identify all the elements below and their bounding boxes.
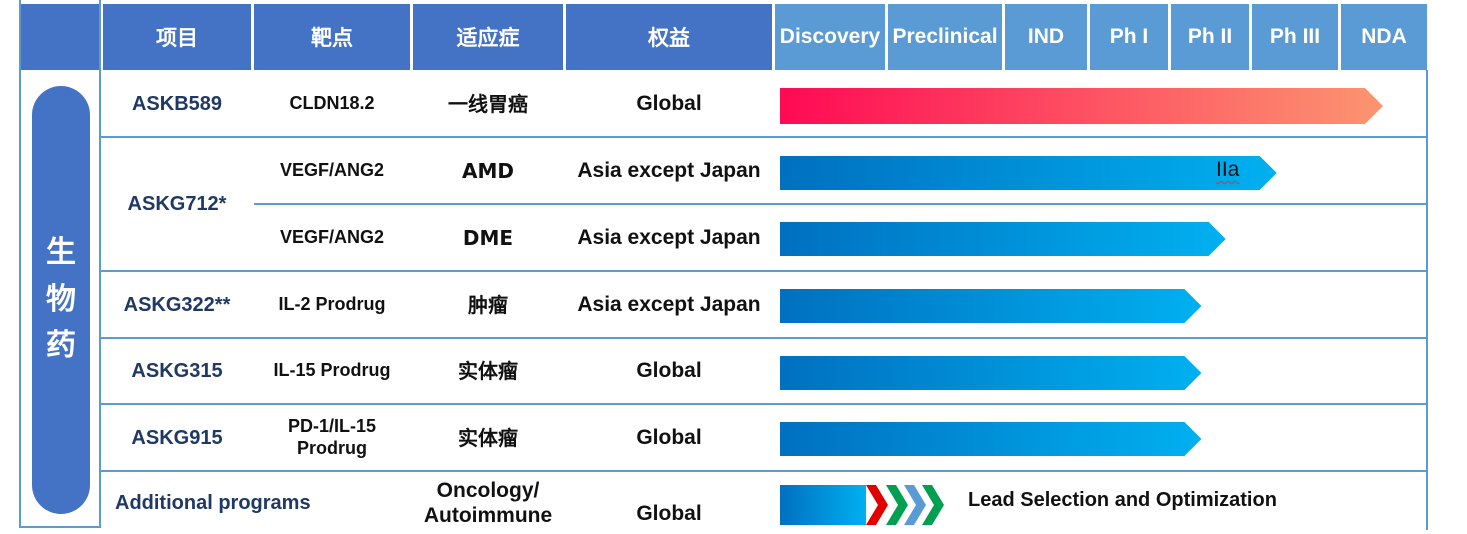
row7-project: Additional programs	[115, 492, 311, 514]
row4-rights: Asia except Japan	[577, 292, 761, 316]
category-border-right	[99, 0, 101, 528]
row5-target: IL-15 Prodrug	[273, 360, 391, 381]
row7-rights: Global	[636, 502, 702, 526]
category-char-1: 生	[46, 235, 76, 271]
chevron-arrow-1	[866, 485, 888, 525]
chevron-arrow-2	[886, 485, 908, 525]
row1-rights: Global	[636, 92, 702, 116]
header-rights: 权益	[566, 4, 772, 70]
row4-project: ASKG322**	[123, 293, 231, 316]
progress-arrow-row-6	[780, 422, 1202, 456]
row7-progress-bar	[780, 485, 944, 525]
row6-progress-bar	[780, 422, 1202, 456]
header-stage-ph1: Ph I	[1090, 4, 1168, 70]
row1-indication: 一线胃癌	[448, 92, 528, 116]
header-stage-discovery: Discovery	[775, 4, 885, 70]
row-divider	[101, 270, 1427, 272]
row-divider	[101, 337, 1427, 339]
progress-arrow-row-1	[780, 88, 1383, 124]
header-stage-ph3: Ph III	[1252, 4, 1338, 70]
chevron-arrow-4	[922, 485, 944, 525]
row3-target: VEGF/ANG2	[279, 226, 385, 247]
row3-progress-bar	[780, 222, 1226, 256]
row5-indication: 实体瘤	[458, 359, 518, 383]
header-corner	[20, 4, 100, 70]
row-divider	[254, 203, 1427, 205]
category-border-left	[19, 0, 21, 528]
category-char-2: 物	[46, 281, 76, 317]
row3-indication: DME	[462, 225, 514, 250]
row5-progress-bar	[780, 356, 1202, 390]
row2-indication: AMD	[462, 158, 514, 183]
header-stage-ph2: Ph II	[1171, 4, 1249, 70]
row4-target: IL-2 Prodrug	[278, 293, 386, 314]
progress-arrow-row-4	[780, 289, 1202, 323]
table-border-right	[1426, 70, 1428, 530]
row4-progress-bar	[780, 289, 1202, 323]
header-indication: 适应症	[413, 4, 563, 70]
header-stage-ind: IND	[1005, 4, 1087, 70]
row7-bar-body	[780, 485, 866, 525]
row1-target: CLDN18.2	[289, 93, 375, 114]
category-border-bottom	[19, 526, 101, 528]
row-divider	[101, 470, 1427, 472]
row-divider	[101, 136, 1427, 138]
row7-note: Lead Selection and Optimization	[968, 489, 1277, 511]
row2-rights: Asia except Japan	[577, 158, 761, 182]
row2-target: VEGF/ANG2	[279, 159, 385, 180]
row2-project: ASKG712*	[127, 193, 227, 215]
progress-arrow-row-5	[780, 356, 1202, 390]
header-project: 项目	[103, 4, 251, 70]
category-pill: 生 物 药	[32, 86, 90, 514]
progress-arrow-row-3	[780, 222, 1226, 256]
header-target: 靶点	[254, 4, 410, 70]
chevron-arrow-3	[904, 485, 926, 525]
category-char-3: 药	[46, 328, 76, 364]
row5-rights: Global	[636, 359, 702, 383]
progress-arrow-row-2	[780, 156, 1277, 190]
row1-project: ASKB589	[131, 93, 223, 115]
header-stage-preclinical: Preclinical	[888, 4, 1002, 70]
row6-project: ASKG915	[131, 426, 223, 449]
row6-target: PD-1/IL-15 Prodrug	[287, 415, 377, 458]
row4-indication: 肿瘤	[468, 292, 508, 317]
row6-rights: Global	[636, 425, 702, 449]
row7-indication: Oncology/ Autoimmune	[423, 478, 553, 527]
row5-project: ASKG315	[131, 360, 223, 382]
row6-indication: 实体瘤	[458, 425, 518, 450]
row-divider	[101, 403, 1427, 405]
row2-progress-bar	[780, 156, 1277, 190]
header-stage-nda: NDA	[1341, 4, 1427, 70]
row3-rights: Asia except Japan	[577, 225, 761, 249]
row1-progress-bar	[780, 88, 1383, 124]
row2-note: IIa	[1216, 158, 1240, 181]
